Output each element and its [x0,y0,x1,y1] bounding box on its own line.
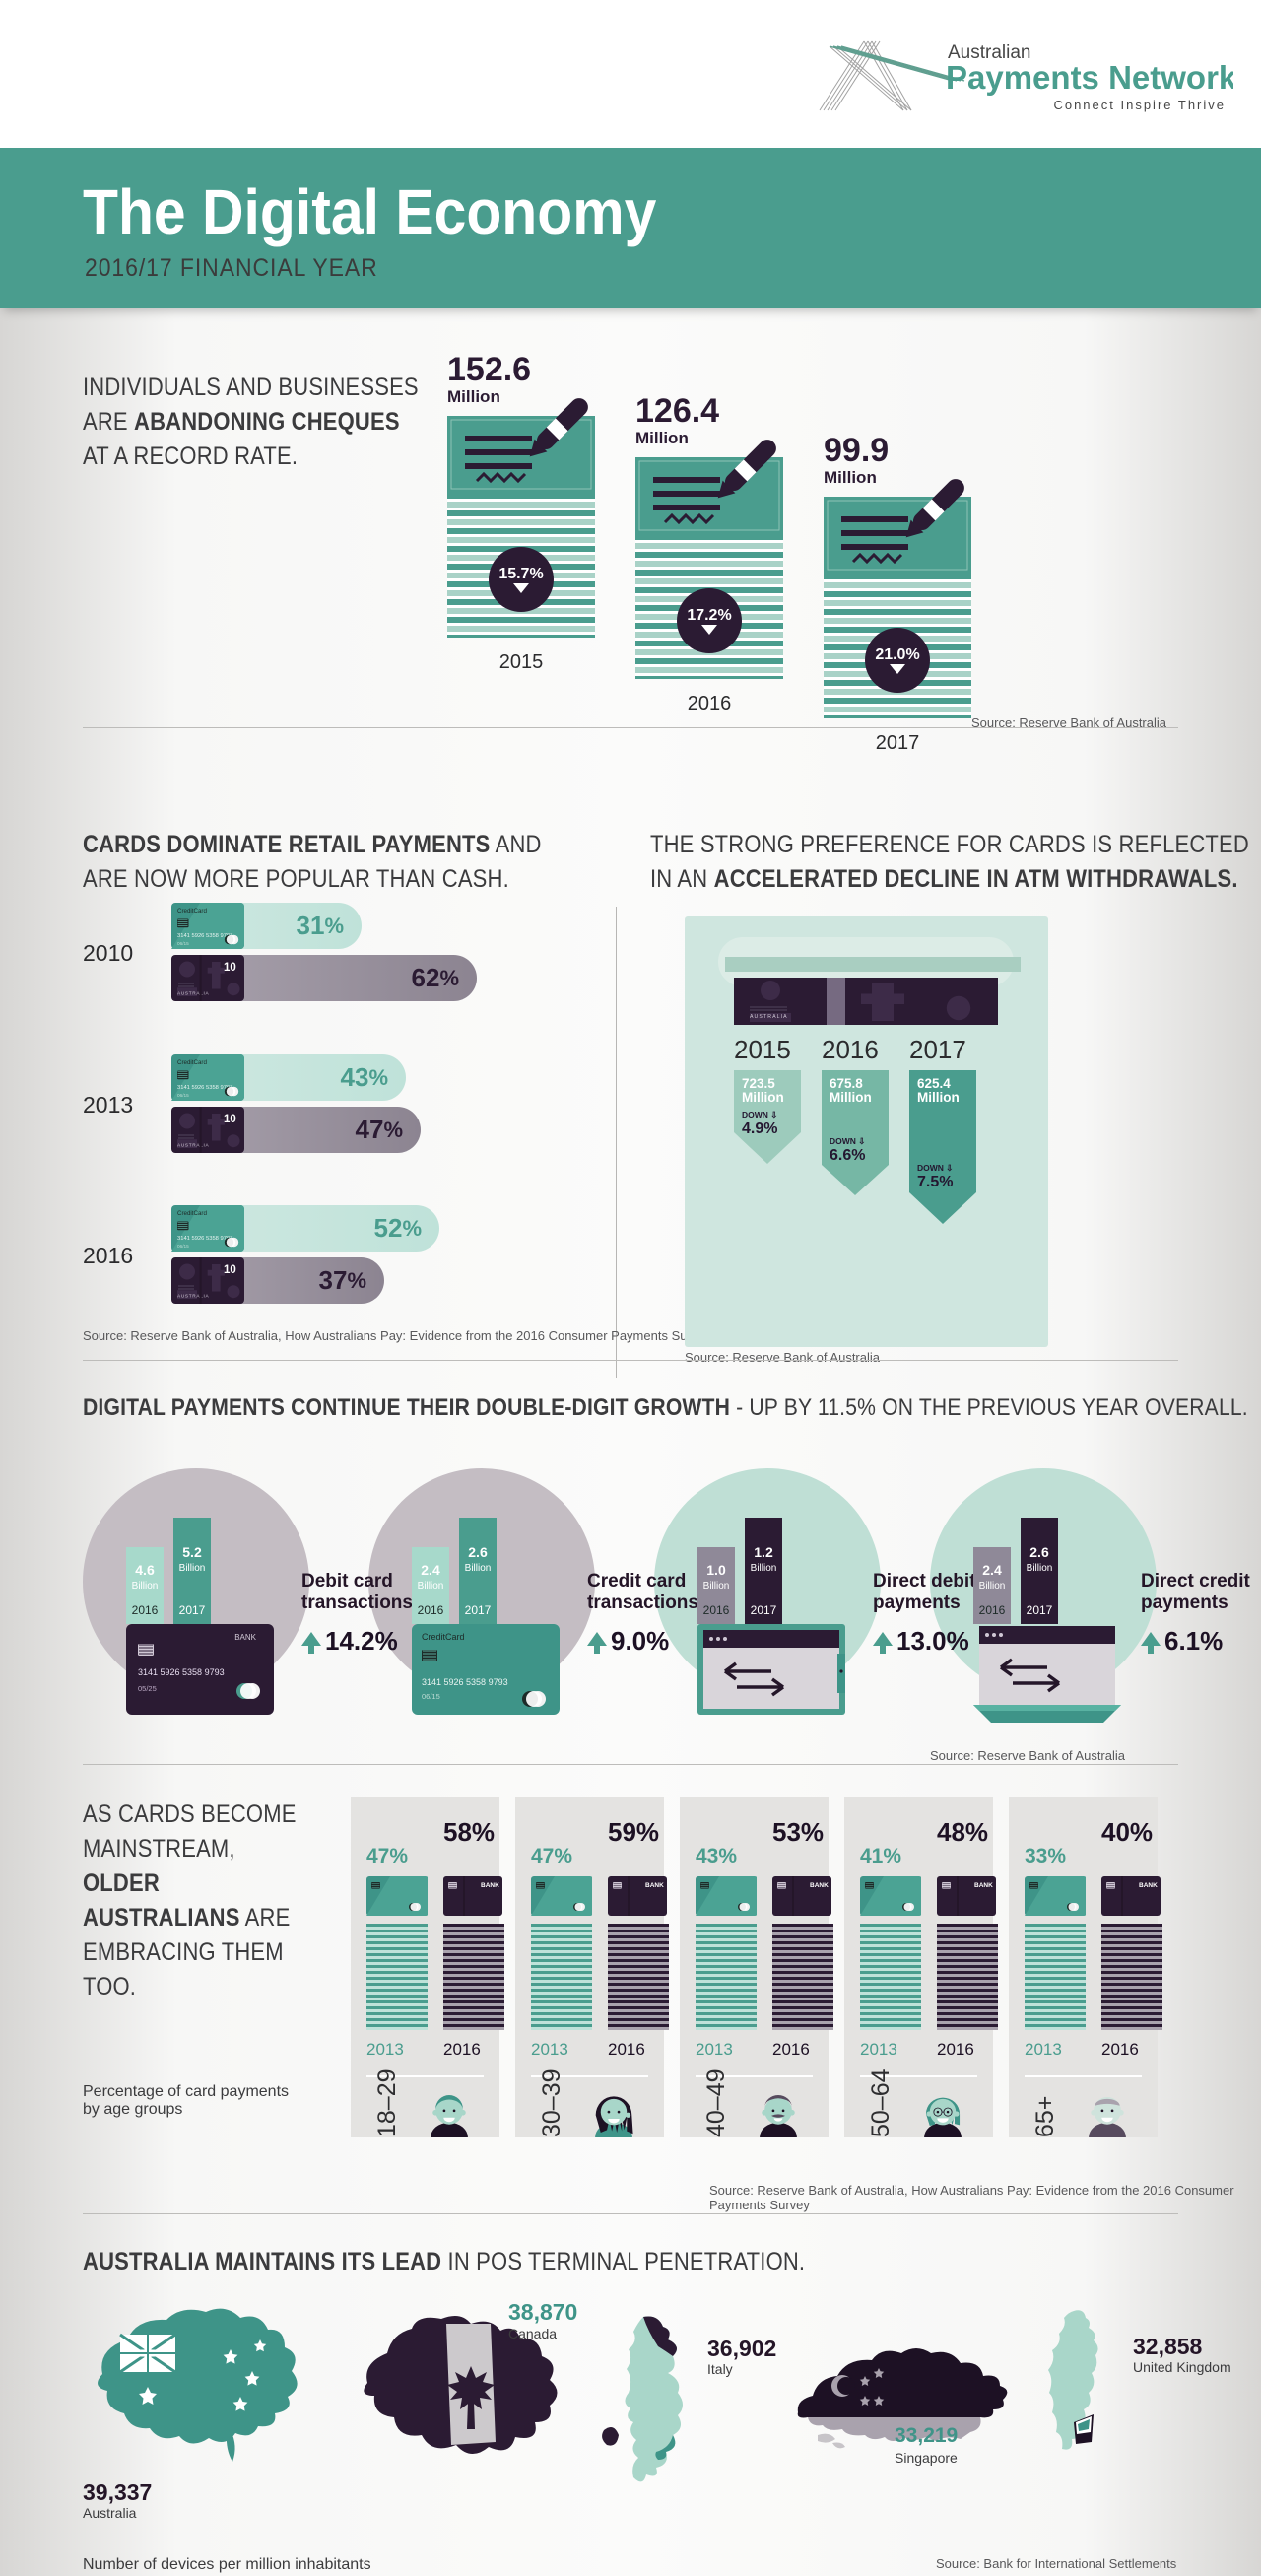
svg-text:2016: 2016 [703,1603,730,1617]
svg-text:Billion: Billion [465,1563,492,1574]
svg-text:2017: 2017 [465,1603,492,1617]
svg-text:Payments Network: Payments Network [946,59,1233,96]
svg-text:4.6: 4.6 [135,1562,155,1578]
svg-text:10: 10 [224,1264,236,1276]
svg-text:Billion: Billion [179,1563,206,1574]
svg-text:5.2: 5.2 [182,1544,202,1560]
svg-text:BANK: BANK [645,1882,664,1889]
svg-text:06/15: 06/15 [177,941,189,946]
svg-text:3141 5926 5358 9793: 3141 5926 5358 9793 [138,1667,225,1677]
svg-text:Billion: Billion [751,1563,777,1574]
svg-text:Billion: Billion [703,1581,730,1592]
svg-text:3141 5926 5358 9793: 3141 5926 5358 9793 [177,1236,232,1242]
svg-text:1.2: 1.2 [754,1544,773,1560]
svg-text:AUSTRALIA: AUSTRALIA [177,1143,210,1148]
svg-text:Billion: Billion [1027,1563,1053,1574]
svg-text:3141 5926 5358 9793: 3141 5926 5358 9793 [177,1085,232,1091]
svg-text:2017: 2017 [1027,1603,1053,1617]
svg-text:2.6: 2.6 [1029,1544,1049,1560]
svg-text:BANK: BANK [974,1882,993,1889]
svg-text:10: 10 [224,962,236,974]
svg-text:AUSTRALIA: AUSTRALIA [177,1294,210,1299]
svg-text:3141 5926 5358 9793: 3141 5926 5358 9793 [422,1677,508,1687]
svg-text:BANK: BANK [1139,1882,1158,1889]
svg-text:Billion: Billion [979,1581,1006,1592]
svg-text:2016: 2016 [979,1603,1006,1617]
svg-text:2016: 2016 [132,1603,159,1617]
svg-text:2.4: 2.4 [982,1562,1002,1578]
svg-text:1.0: 1.0 [706,1562,726,1578]
svg-text:2.6: 2.6 [468,1544,488,1560]
svg-text:CreditCard: CreditCard [177,908,207,915]
svg-text:2.4: 2.4 [421,1562,440,1578]
svg-text:2017: 2017 [179,1603,206,1617]
svg-text:3141 5926 5358 9793: 3141 5926 5358 9793 [177,933,232,939]
svg-text:05/25: 05/25 [138,1684,157,1693]
svg-text:Billion: Billion [132,1581,159,1592]
svg-text:CreditCard: CreditCard [422,1632,465,1642]
svg-text:AUSTRALIA: AUSTRALIA [177,991,210,996]
svg-text:BANK: BANK [810,1882,829,1889]
svg-text:06/15: 06/15 [177,1244,189,1249]
svg-text:BANK: BANK [481,1882,499,1889]
svg-text:10: 10 [224,1114,236,1125]
svg-text:CreditCard: CreditCard [177,1210,207,1217]
svg-text:06/15: 06/15 [177,1093,189,1098]
svg-text:Billion: Billion [418,1581,444,1592]
svg-text:Connect Inspire Thrive: Connect Inspire Thrive [1053,98,1226,112]
svg-text:BANK: BANK [234,1633,256,1642]
svg-text:2017: 2017 [751,1603,777,1617]
svg-text:06/15: 06/15 [422,1692,440,1701]
svg-text:AUSTRALIA: AUSTRALIA [750,1014,788,1020]
svg-text:2016: 2016 [418,1603,444,1617]
svg-text:CreditCard: CreditCard [177,1059,207,1066]
